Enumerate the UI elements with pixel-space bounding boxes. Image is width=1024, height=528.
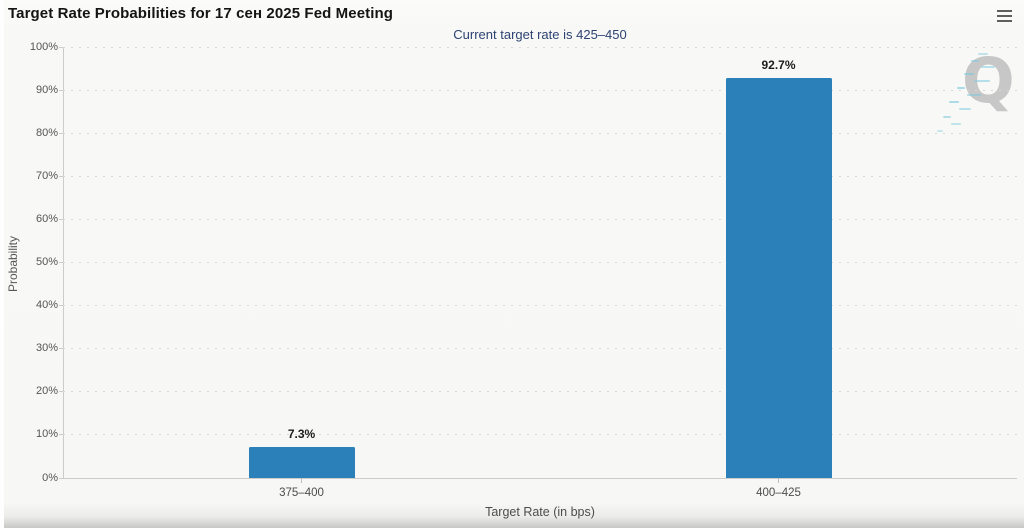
gridline [63,305,1017,307]
watermark-dash [974,80,990,82]
left-edge-strip [0,0,4,528]
x-tick-label: 400–425 [756,487,801,499]
hamburger-icon [997,10,1012,12]
watermark-dash [967,94,981,96]
y-tick-label: 90% [35,83,58,96]
gridline [63,46,1017,48]
x-tick-label: 375–400 [279,487,324,499]
watermark-dash [943,116,951,118]
y-axis-tick [59,175,63,177]
bar-375-400[interactable] [248,446,355,478]
y-axis-tick [59,89,63,91]
y-tick-label: 40% [35,299,58,312]
y-tick-label: 70% [35,169,58,182]
gridline [63,391,1017,393]
gridline [63,348,1017,350]
y-axis-tick [59,391,63,393]
y-tick-label: 0% [42,471,58,484]
hamburger-icon [997,15,1012,17]
y-axis-tick [59,218,63,220]
gridline [63,262,1017,263]
watermark-dash [981,66,995,68]
y-axis-tick [59,348,63,350]
y-tick-label: 20% [35,385,58,398]
y-tick-label: 10% [35,428,58,441]
y-axis-tick [59,477,63,479]
bar-400-425[interactable] [725,78,832,478]
watermark-dash [971,60,979,62]
y-tick-label: 30% [35,342,58,355]
gridline [63,89,1017,91]
y-tick-label: 80% [35,126,58,139]
y-tick-label: 60% [35,212,58,225]
bar-value-label: 92.7% [761,58,796,73]
chart-context-menu-button[interactable] [994,7,1016,25]
y-tick-label: 50% [35,256,58,268]
y-axis-tick [59,262,63,263]
bar-value-label: 7.3% [287,426,316,441]
gridline [63,175,1017,177]
y-axis-tick [59,434,63,436]
x-axis-tick [301,478,302,483]
watermark-dash [959,108,971,110]
y-tick-label: 100% [29,40,58,53]
gridline [63,434,1017,436]
x-axis-baseline [63,478,1017,479]
bottom-shadow [0,503,1024,528]
y-axis-tick [59,46,63,48]
hamburger-icon [997,20,1012,22]
watermark-dash [964,73,974,75]
chart-subtitle: Current target rate is 425–450 [453,27,627,42]
watermark-dash [949,101,959,103]
gridline [63,132,1017,134]
y-axis-tick [59,132,63,134]
watermark-dash [978,53,988,55]
watermark-dash [951,123,961,125]
y-axis-tick [59,305,63,307]
watermark-dash [957,87,965,89]
gridline [63,218,1017,220]
plot-area: Target Rate (in bps) 0% 10% 20% 30% 40% 50% 60… [30,41,1017,519]
x-axis-tick [778,478,779,483]
chart-title: Target Rate Probabilities for 17 сен 202… [8,5,394,22]
watermark-dash [937,130,943,132]
x-axis-title: Target Rate (in bps) [485,505,595,519]
